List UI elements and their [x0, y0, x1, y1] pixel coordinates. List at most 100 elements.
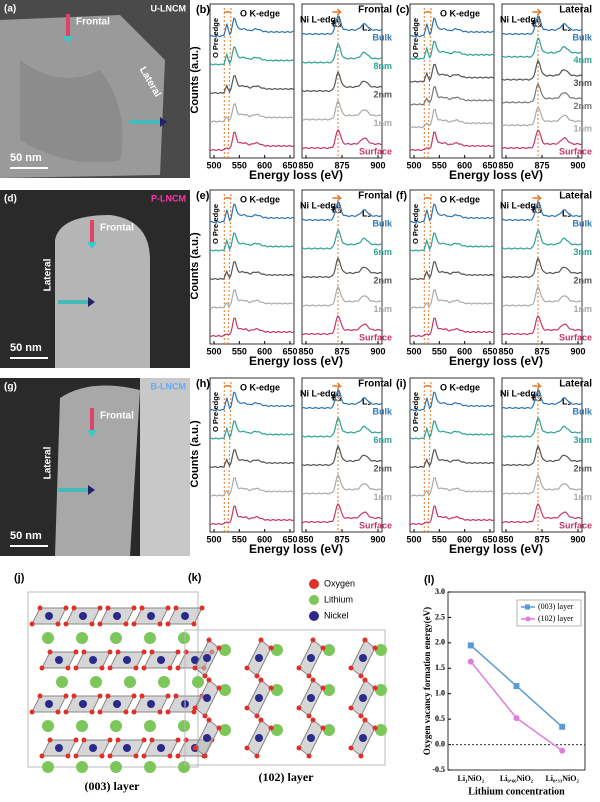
o-atom	[141, 649, 147, 655]
o-atom	[131, 693, 137, 699]
o-atom	[99, 753, 105, 759]
frontal-label: Frontal	[100, 223, 134, 234]
o-atom	[216, 685, 222, 691]
o-atom	[139, 605, 145, 611]
trace-label: Bulk	[572, 32, 592, 42]
o-pre-edge: O Pre-edge	[411, 204, 420, 244]
spectrum-o	[409, 17, 495, 38]
trace-label: 3nm	[573, 435, 592, 445]
spectrum-ni	[301, 256, 383, 279]
trace-label: 1nm	[573, 492, 592, 502]
li-atom	[144, 720, 156, 732]
edge-arrow	[224, 194, 343, 202]
o-atom	[141, 753, 147, 759]
legend-atom	[309, 579, 319, 589]
ni-atom	[79, 612, 87, 620]
spectrum-ni	[301, 388, 383, 410]
spectrum-ni	[302, 502, 382, 524]
o-atom	[73, 665, 79, 671]
spectrum-o	[409, 505, 495, 526]
li-atom	[219, 684, 231, 696]
x-axis-label: Energy loss (eV)	[249, 354, 343, 368]
x-tick-label: 875	[534, 160, 549, 170]
l3-label: L₃	[532, 18, 542, 28]
o-atom	[73, 649, 79, 655]
y-axis-label: Counts (a.u.)	[189, 420, 201, 488]
spectrum-o	[209, 317, 295, 338]
o-atom	[81, 737, 87, 743]
o-atom	[157, 621, 163, 627]
particle	[55, 215, 150, 368]
frontal-arrow-head	[87, 242, 97, 249]
legend-label: Oxygen	[324, 578, 355, 588]
point	[513, 715, 520, 722]
trace-label: 3nm	[573, 247, 592, 257]
x-tick-label: 650	[482, 160, 497, 170]
o-atom	[306, 713, 312, 719]
o-atom	[89, 621, 95, 627]
point	[559, 723, 566, 730]
o-atom	[358, 753, 364, 759]
o-atom	[39, 665, 45, 671]
o-atom	[105, 605, 111, 611]
x-tick-label: 600	[457, 160, 472, 170]
spectrum-ni	[301, 200, 383, 222]
o-atom	[348, 665, 354, 671]
spectrum-ni	[501, 473, 583, 495]
ni-atom	[191, 656, 199, 664]
trace-label: 1nm	[373, 118, 392, 128]
spectrum-o	[209, 17, 295, 38]
o-pre-edge: O Pre-edge	[411, 392, 420, 432]
trace-label: 1nm	[573, 304, 592, 314]
li-atom	[158, 676, 170, 688]
ni-l-edge: Ni L-edge	[300, 200, 341, 210]
x-axis-label: Energy loss (eV)	[249, 542, 343, 556]
x-axis-label: Energy loss (eV)	[449, 542, 543, 556]
li-atom	[219, 644, 231, 656]
l2-label: L₂	[562, 396, 572, 406]
x-tick-label: 900	[370, 160, 385, 170]
trace-label: 6nm	[373, 435, 392, 445]
particle	[55, 385, 140, 556]
li-atom	[375, 644, 387, 656]
o-atom	[165, 605, 171, 611]
spectrum-ni	[502, 314, 582, 336]
edge-arrow	[424, 382, 543, 390]
ni-atom	[157, 656, 165, 664]
o-atom	[192, 745, 198, 751]
o-atom	[131, 709, 137, 715]
o-atom	[244, 705, 250, 711]
plot-frame	[209, 3, 295, 159]
o-atom	[115, 649, 121, 655]
spectrum-ni	[301, 99, 383, 121]
li-atom	[42, 632, 54, 644]
y-tick-label: 1.5	[435, 663, 445, 672]
ni-atom	[307, 734, 315, 742]
o-atom	[202, 753, 208, 759]
o-atom	[99, 665, 105, 671]
plot-frame	[209, 189, 295, 345]
spectrum-o	[209, 203, 295, 224]
o-atom	[348, 745, 354, 751]
o-atom	[268, 645, 274, 651]
o-atom	[173, 693, 179, 699]
li-atom	[76, 720, 88, 732]
y-tick-label: 3.0	[435, 587, 445, 596]
frontal-label: Frontal	[76, 17, 110, 28]
y-tick-label: -0.5	[432, 765, 445, 774]
o-atom	[254, 753, 260, 759]
x-tick-label: 550	[232, 160, 247, 170]
ni-atom	[123, 656, 131, 664]
trace-label: Surface	[559, 332, 592, 342]
x-tick-label: 875	[334, 534, 349, 544]
spectrum-o	[409, 420, 495, 440]
trace-label: 2nm	[573, 275, 592, 285]
trace-label: 2nm	[573, 101, 592, 111]
x-tick-label: 650	[282, 160, 297, 170]
o-atom	[244, 745, 250, 751]
l3-label: L₃	[332, 392, 342, 402]
structure-caption: (102) layer	[259, 770, 315, 784]
li-atom	[144, 632, 156, 644]
x-axis-label: Lithium concentration	[468, 786, 565, 797]
li-atom	[144, 761, 156, 773]
